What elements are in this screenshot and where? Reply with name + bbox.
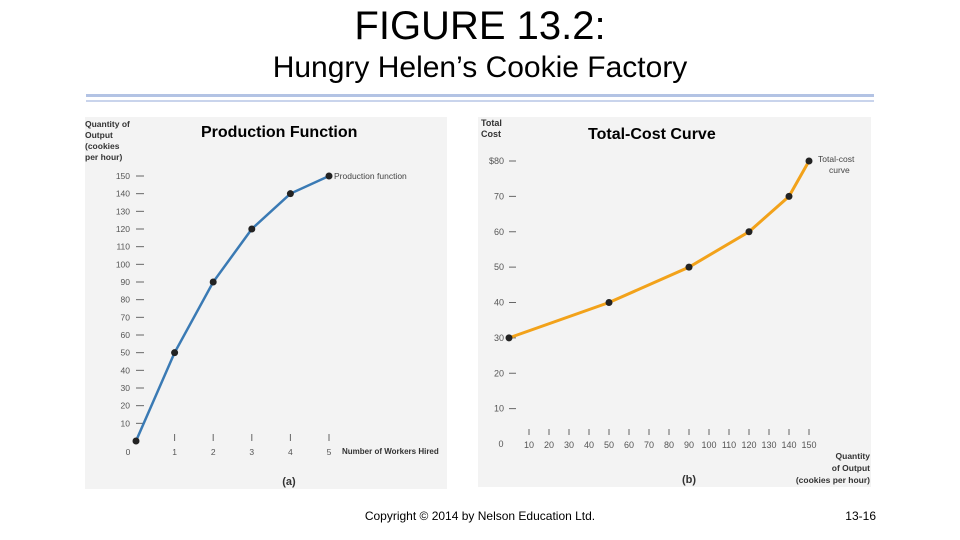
y-axis-label: (cookies	[85, 141, 120, 151]
x-tick-label: 110	[722, 440, 736, 450]
x-axis-label: (cookies per hour)	[796, 475, 870, 485]
x-tick-label: 30	[564, 440, 574, 450]
y-tick-label: 80	[121, 295, 131, 305]
data-point	[209, 278, 217, 286]
x-tick-label: 1	[172, 447, 177, 457]
data-point	[745, 228, 753, 236]
data-point	[171, 349, 179, 357]
x-tick-label: 20	[544, 440, 554, 450]
x-tick-label: 40	[584, 440, 594, 450]
production-function-chart: Production Function Quantity ofOutput(coo…	[85, 119, 439, 488]
total-cost-line	[508, 160, 811, 340]
y-axis-label: Total	[481, 118, 502, 128]
y-tick-label: 70	[121, 312, 131, 322]
data-point	[805, 157, 813, 165]
y-tick-label: 130	[116, 206, 130, 216]
y-tick-label: 90	[121, 277, 131, 287]
slide-subtitle: Hungry Helen’s Cookie Factory	[272, 51, 688, 84]
slide-title: FIGURE 13.2:	[354, 4, 606, 48]
data-point	[132, 437, 140, 445]
title-rule-top	[86, 94, 874, 97]
data-point	[505, 334, 513, 342]
origin-label: 0	[498, 439, 503, 449]
x-tick-label: 150	[801, 440, 816, 450]
x-tick-label: 5	[327, 447, 332, 457]
y-tick-label: 100	[116, 259, 130, 269]
panel-label: (b)	[682, 474, 696, 486]
title-rule-bottom	[86, 100, 874, 102]
x-axis-label: Quantity	[836, 451, 871, 461]
data-point	[248, 225, 256, 233]
page-number: 13-16	[845, 509, 876, 523]
x-tick-label: 50	[604, 440, 614, 450]
x-tick-label: 120	[741, 440, 756, 450]
y-tick-label: 150	[116, 171, 130, 181]
chart-title: Total-Cost Curve	[588, 126, 716, 143]
panel-label: (a)	[282, 476, 296, 488]
y-tick-label: 30	[494, 333, 504, 343]
y-tick-label: 30	[121, 383, 131, 393]
production-function-line	[134, 174, 330, 442]
x-tick-label: 130	[761, 440, 776, 450]
chart-title: Production Function	[201, 124, 357, 141]
y-tick-label: 10	[121, 418, 131, 428]
x-tick-label: 80	[664, 440, 674, 450]
y-tick-label: 70	[494, 191, 504, 201]
data-point	[605, 299, 613, 306]
y-tick-label: 20	[121, 401, 131, 411]
y-tick-label: 50	[494, 262, 504, 272]
x-tick-label: 2	[211, 447, 216, 457]
y-tick-label: 50	[121, 348, 131, 358]
y-tick-label: 120	[116, 224, 130, 234]
x-tick-label: 4	[288, 447, 293, 457]
series-label: Production function	[334, 171, 407, 181]
y-axis-label: per hour)	[85, 152, 122, 162]
y-tick-label: 10	[494, 404, 504, 414]
total-cost-panel: Total-Cost Curve Total Cost 10 20 30 40 50 60 70 $…	[478, 117, 871, 487]
series-label: Total-cost	[818, 154, 855, 164]
x-tick-label: 70	[644, 440, 654, 450]
x-tick-label: 90	[684, 440, 694, 450]
data-point	[685, 263, 693, 271]
x-tick-label: 100	[701, 440, 716, 450]
y-tick-label: $80	[489, 156, 504, 166]
y-tick-label: 20	[494, 368, 504, 378]
y-tick-label: 40	[494, 298, 504, 308]
y-axis-label: Cost	[481, 129, 501, 139]
y-tick-label: 110	[116, 242, 130, 252]
x-tick-label: 10	[524, 440, 534, 450]
x-tick-label: 0	[126, 447, 131, 457]
data-point	[785, 192, 793, 200]
y-axis-label: Quantity of	[85, 119, 130, 129]
production-function-panel: Production Function Quantity of Output (coo…	[85, 117, 447, 489]
y-tick-label: 60	[121, 330, 131, 340]
copyright-notice: Copyright © 2014 by Nelson Education Ltd…	[364, 509, 596, 523]
x-tick-label: 3	[249, 447, 254, 457]
y-tick-label: 140	[116, 189, 130, 199]
data-point	[286, 190, 294, 198]
x-axis-label: of Output	[832, 463, 870, 473]
y-tick-label: 60	[494, 227, 504, 237]
series-label: curve	[829, 165, 850, 175]
y-tick-label: 40	[121, 365, 131, 375]
x-tick-label: 140	[781, 440, 796, 450]
x-axis-label: Number of Workers Hired	[342, 447, 439, 456]
x-tick-label: 60	[624, 440, 634, 450]
y-axis-label: Output	[85, 130, 113, 140]
data-point	[325, 172, 333, 180]
